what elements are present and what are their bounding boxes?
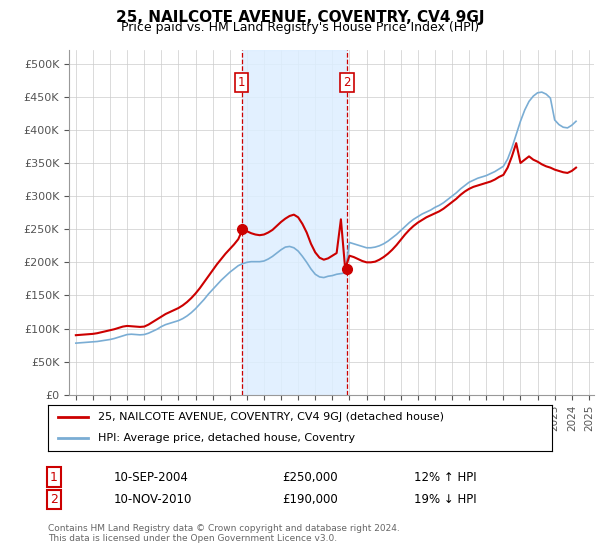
Text: 12% ↑ HPI: 12% ↑ HPI [414, 470, 476, 484]
Text: 1: 1 [238, 76, 245, 88]
Text: 2: 2 [50, 493, 58, 506]
Text: £250,000: £250,000 [282, 470, 338, 484]
Text: 10-SEP-2004: 10-SEP-2004 [114, 470, 189, 484]
Text: Price paid vs. HM Land Registry's House Price Index (HPI): Price paid vs. HM Land Registry's House … [121, 21, 479, 34]
Text: 25, NAILCOTE AVENUE, COVENTRY, CV4 9GJ: 25, NAILCOTE AVENUE, COVENTRY, CV4 9GJ [116, 10, 484, 25]
Text: HPI: Average price, detached house, Coventry: HPI: Average price, detached house, Cove… [98, 433, 356, 444]
Text: Contains HM Land Registry data © Crown copyright and database right 2024.
This d: Contains HM Land Registry data © Crown c… [48, 524, 400, 543]
Text: 25, NAILCOTE AVENUE, COVENTRY, CV4 9GJ (detached house): 25, NAILCOTE AVENUE, COVENTRY, CV4 9GJ (… [98, 412, 445, 422]
Text: £190,000: £190,000 [282, 493, 338, 506]
Text: 10-NOV-2010: 10-NOV-2010 [114, 493, 193, 506]
Text: 19% ↓ HPI: 19% ↓ HPI [414, 493, 476, 506]
Text: 1: 1 [50, 470, 58, 484]
Bar [242, 50, 347, 395]
Text: 2: 2 [343, 76, 350, 88]
